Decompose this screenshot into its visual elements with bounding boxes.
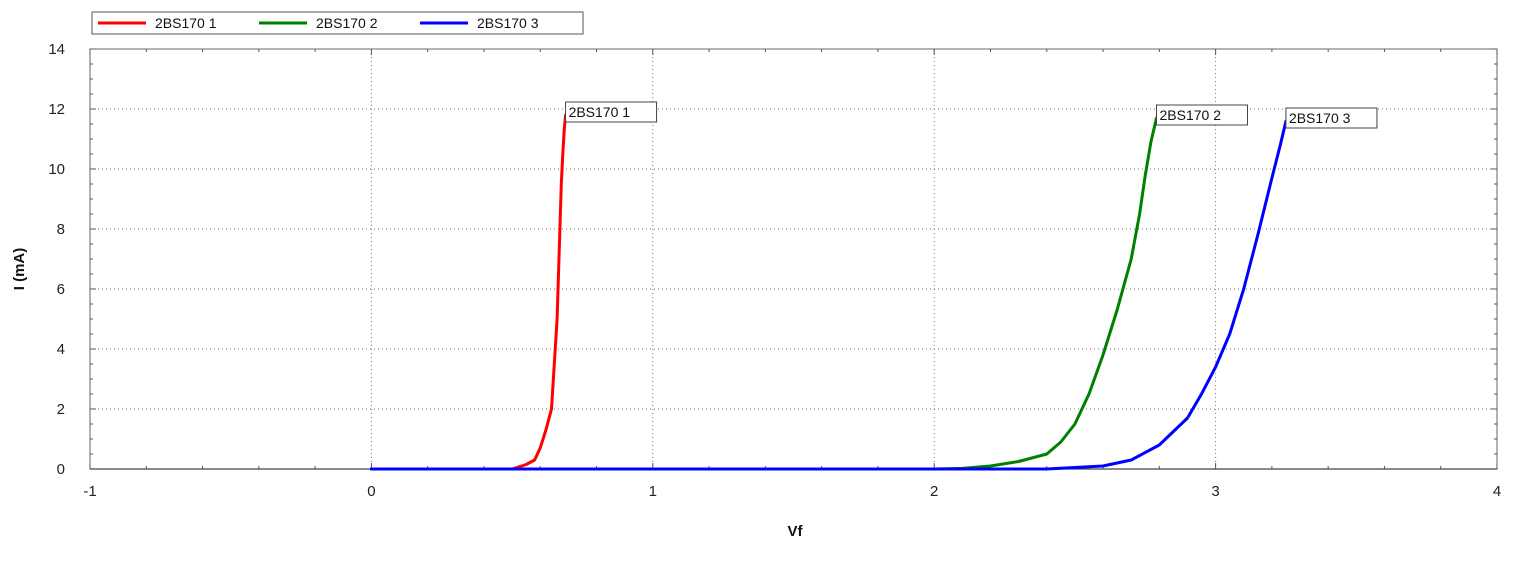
y-tick-label: 10 xyxy=(48,161,65,178)
x-tick-label: 0 xyxy=(367,483,375,500)
series-line-2 xyxy=(369,116,1158,471)
y-tick-label: 8 xyxy=(57,221,65,238)
series-lines xyxy=(369,113,1288,471)
end-label-1: 2BS170 1 xyxy=(565,101,658,123)
legend-label: 2BS170 1 xyxy=(155,15,217,31)
x-tick-label: 4 xyxy=(1493,483,1501,500)
x-tick-label: 1 xyxy=(649,483,657,500)
y-tick-label: 6 xyxy=(57,281,65,298)
y-tick-label: 4 xyxy=(57,341,65,358)
end-label-box xyxy=(565,101,658,123)
legend: 2BS170 1 2BS170 2 2BS170 3 xyxy=(91,11,584,35)
legend-label: 2BS170 2 xyxy=(316,15,378,31)
y-tick-label: 2 xyxy=(57,401,65,418)
series-line-3 xyxy=(369,119,1288,471)
end-label-3: 2BS170 3 xyxy=(1285,107,1378,129)
end-label-box xyxy=(1156,104,1249,126)
y-tick-label: 12 xyxy=(48,101,65,118)
end-label-text: 2BS170 1 xyxy=(569,104,631,120)
x-tick-label: 3 xyxy=(1211,483,1219,500)
legend-box xyxy=(91,11,584,35)
x-tick-label: 2 xyxy=(930,483,938,500)
end-label-box xyxy=(1285,107,1378,129)
y-tick-label: 14 xyxy=(48,41,65,58)
series-line-1 xyxy=(369,113,568,471)
end-label-text: 2BS170 2 xyxy=(1160,107,1222,123)
end-label-text: 2BS170 3 xyxy=(1289,110,1351,126)
x-axis-title: Vf xyxy=(788,523,804,540)
legend-item-1: 2BS170 1 xyxy=(98,15,217,31)
y-tick-label: 0 xyxy=(57,461,65,478)
end-label-2: 2BS170 2 xyxy=(1156,104,1249,126)
y-axis-title: I (mA) xyxy=(11,248,28,291)
legend-item-3: 2BS170 3 xyxy=(420,15,539,31)
x-tick-label: -1 xyxy=(83,483,96,500)
end-labels: 2BS170 1 2BS170 2 2BS170 3 xyxy=(565,101,1378,129)
legend-label: 2BS170 3 xyxy=(477,15,539,31)
legend-item-2: 2BS170 2 xyxy=(259,15,378,31)
